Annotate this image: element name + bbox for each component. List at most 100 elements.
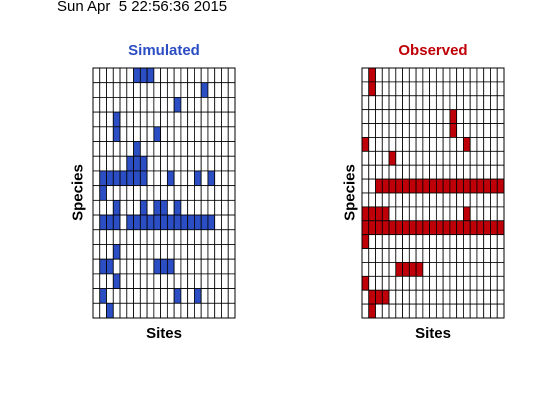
cell-absent: [395, 192, 403, 208]
cell-absent: [133, 229, 141, 245]
cell-absent: [214, 141, 222, 157]
cell-present: [112, 244, 121, 260]
cell-absent: [496, 275, 505, 291]
cell-present: [99, 170, 107, 187]
cell-absent: [173, 244, 182, 260]
cell-absent: [408, 289, 417, 305]
cell-absent: [92, 97, 101, 113]
cell-absent: [187, 141, 195, 157]
cell-absent: [214, 170, 222, 187]
cell-absent: [429, 289, 437, 305]
cell-absent: [221, 229, 229, 245]
cell-present: [133, 214, 141, 231]
cell-present: [388, 178, 397, 194]
cell-present: [207, 214, 216, 231]
cell-absent: [173, 82, 182, 98]
cell-absent: [133, 126, 141, 142]
cell-absent: [463, 164, 471, 180]
cell-absent: [496, 248, 505, 263]
cell-absent: [160, 302, 168, 319]
cell-absent: [160, 273, 168, 289]
cell-present: [99, 258, 107, 275]
cell-absent: [435, 81, 444, 97]
cell-absent: [429, 109, 437, 124]
cell-absent: [180, 67, 189, 84]
cell-absent: [146, 155, 155, 172]
cell-absent: [429, 192, 437, 208]
cell-absent: [133, 185, 141, 201]
cell-absent: [153, 155, 162, 172]
cell-absent: [415, 137, 424, 152]
cell-absent: [106, 229, 114, 245]
cell-absent: [463, 262, 471, 277]
cell-absent: [180, 97, 189, 113]
cell-absent: [449, 81, 458, 97]
cell-absent: [449, 289, 458, 305]
cell-present: [180, 214, 189, 231]
cell-absent: [429, 164, 437, 180]
cell-absent: [227, 185, 236, 201]
cell-absent: [490, 109, 498, 124]
cell-absent: [180, 302, 189, 319]
cell-present: [381, 220, 390, 236]
cell-absent: [415, 248, 424, 263]
cell-present: [361, 275, 370, 291]
cell-absent: [99, 155, 107, 172]
cell-present: [388, 220, 397, 236]
cell-absent: [106, 111, 114, 128]
cell-absent: [483, 234, 491, 249]
cell-absent: [408, 95, 417, 111]
cell-absent: [415, 234, 424, 249]
cell-present: [173, 288, 182, 304]
cell-absent: [200, 97, 209, 113]
cell-absent: [200, 111, 209, 128]
cell-present: [200, 214, 209, 231]
grid-border: [361, 67, 505, 319]
cell-absent: [153, 244, 162, 260]
cell-absent: [395, 137, 403, 152]
cell-absent: [194, 126, 202, 142]
cell-absent: [395, 95, 403, 111]
cell-absent: [496, 150, 505, 166]
cell-absent: [422, 137, 431, 152]
cell-absent: [207, 141, 216, 157]
cell-absent: [92, 126, 101, 142]
cell-absent: [146, 273, 155, 289]
cell-present: [463, 206, 471, 222]
cell-absent: [126, 67, 134, 84]
cell-absent: [422, 262, 431, 277]
observed-y-label: Species: [341, 164, 359, 221]
cell-absent: [402, 303, 410, 319]
cell-absent: [166, 185, 175, 201]
cell-absent: [146, 97, 155, 113]
cell-absent: [368, 95, 376, 111]
cell-present: [133, 141, 141, 157]
cell-absent: [126, 126, 134, 142]
cell-absent: [422, 206, 431, 222]
cell-absent: [119, 185, 128, 201]
cell-present: [449, 109, 458, 124]
cell-absent: [442, 192, 451, 208]
cell-absent: [139, 111, 148, 128]
timestamp: Sun Apr 5 22:56:36 2015: [57, 0, 228, 15]
cell-absent: [422, 95, 431, 111]
cell-present: [490, 220, 498, 236]
cell-absent: [375, 95, 383, 111]
cell-absent: [422, 248, 431, 263]
cell-absent: [422, 164, 431, 180]
cell-absent: [92, 214, 101, 231]
cell-absent: [469, 95, 478, 111]
cell-absent: [375, 123, 383, 138]
cell-absent: [153, 67, 162, 84]
cell-absent: [207, 302, 216, 319]
cell-absent: [139, 141, 148, 157]
cell-absent: [166, 229, 175, 245]
cell-absent: [133, 302, 141, 319]
cell-absent: [200, 155, 209, 172]
cell-absent: [483, 192, 491, 208]
cell-absent: [456, 81, 464, 97]
cell-present: [449, 220, 458, 236]
cell-absent: [375, 81, 383, 97]
cell-absent: [422, 192, 431, 208]
cell-absent: [146, 185, 155, 201]
